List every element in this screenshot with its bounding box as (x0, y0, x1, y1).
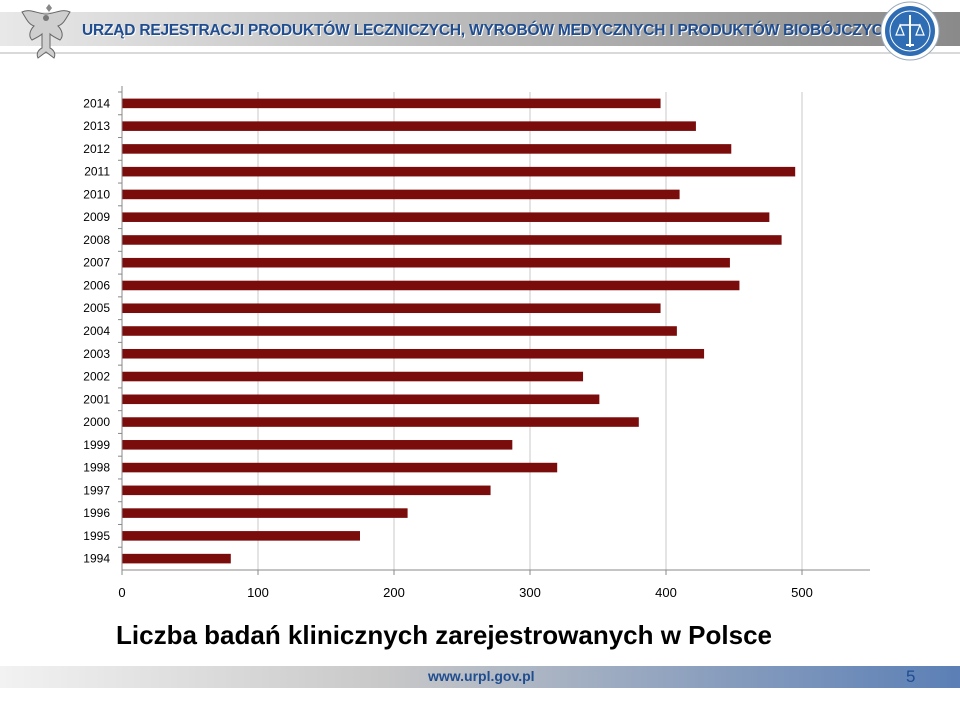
y-tick-label: 2001 (83, 392, 110, 406)
y-tick-label: 1999 (83, 438, 110, 452)
chart-caption: Liczba badań klinicznych zarejestrowanyc… (116, 620, 773, 650)
bar-2014 (122, 98, 661, 109)
y-tick-label: 2012 (83, 142, 110, 156)
bar-1996 (122, 508, 408, 518)
polish-eagle-icon (21, 4, 71, 59)
y-tick-label: 1994 (83, 552, 110, 566)
y-tick-label: 2004 (83, 324, 110, 338)
footer-url[interactable]: www.urpl.gov.pl (428, 668, 535, 684)
x-tick-label: 400 (655, 585, 677, 600)
y-tick-label: 2011 (84, 165, 110, 179)
y-tick-label: 1995 (83, 529, 110, 543)
y-tick-label: 2007 (83, 256, 110, 270)
bar-1994 (122, 553, 231, 564)
page-number: 5 (906, 667, 916, 686)
bar-2011 (122, 166, 796, 177)
y-tick-labels: 1994 1995 1996 1997 1998 1999 2000 2001 2002 2003… (83, 96, 110, 565)
x-tick-label: 100 (247, 585, 269, 600)
bar-1998 (122, 462, 558, 473)
bar-2013 (122, 121, 696, 131)
x-tick-labels: 0 100 200 300 400 500 (118, 585, 812, 600)
bar-2008 (122, 235, 782, 245)
slide-footer: www.urpl.gov.pl 5 (0, 662, 960, 692)
bar-chart-svg: 1994199519961997199819992000200120022003… (83, 86, 870, 600)
x-tick-label: 0 (118, 585, 125, 600)
slide-header: URZĄD REJESTRACJI PRODUKTÓW LECZNICZYCH,… (0, 0, 960, 62)
bar-2007 (122, 257, 730, 268)
bar-2005 (122, 303, 661, 314)
header-divider (0, 52, 960, 54)
y-tick-label: 2009 (83, 210, 110, 224)
y-tick-label: 2008 (83, 233, 110, 247)
y-tick-label: 2003 (83, 347, 110, 361)
y-tick-label: 2005 (83, 301, 110, 315)
bar-2002 (122, 371, 584, 382)
header-title: URZĄD REJESTRACJI PRODUKTÓW LECZNICZYCH,… (82, 22, 894, 39)
bar-2003 (122, 348, 705, 359)
axes (118, 86, 870, 575)
y-tick-label: 2010 (83, 187, 110, 201)
office-seal-icon (880, 1, 940, 61)
bar-2010 (122, 189, 680, 200)
bar-2000 (122, 417, 639, 427)
y-tick-label: 1996 (83, 506, 110, 520)
bar-2012 (122, 144, 732, 154)
y-tick-label: 1998 (83, 461, 110, 475)
x-tick-label: 500 (791, 585, 813, 600)
bar-chart: 1994 1995 1996 1997 1998 1999 2000 2001 2002 2003… (0, 60, 960, 620)
header-band (0, 12, 960, 46)
y-tick-label: 2006 (83, 278, 110, 292)
bar-2009 (122, 212, 770, 222)
y-tick-label: 2000 (83, 415, 110, 429)
bar-1997 (122, 485, 491, 496)
y-tick-label: 2002 (83, 370, 110, 384)
bar-2001 (122, 394, 600, 405)
y-tick-label: 1997 (83, 483, 110, 497)
y-tick-label: 2013 (83, 119, 110, 133)
bar-1995 (122, 531, 360, 541)
x-tick-label: 200 (383, 585, 405, 600)
x-tick-label: 300 (519, 585, 541, 600)
footer-band (0, 666, 960, 688)
y-tick-label: 2014 (83, 96, 110, 110)
bars (122, 98, 796, 564)
bar-1999 (122, 440, 513, 450)
bar-2004 (122, 326, 677, 336)
bar-2006 (122, 280, 740, 291)
